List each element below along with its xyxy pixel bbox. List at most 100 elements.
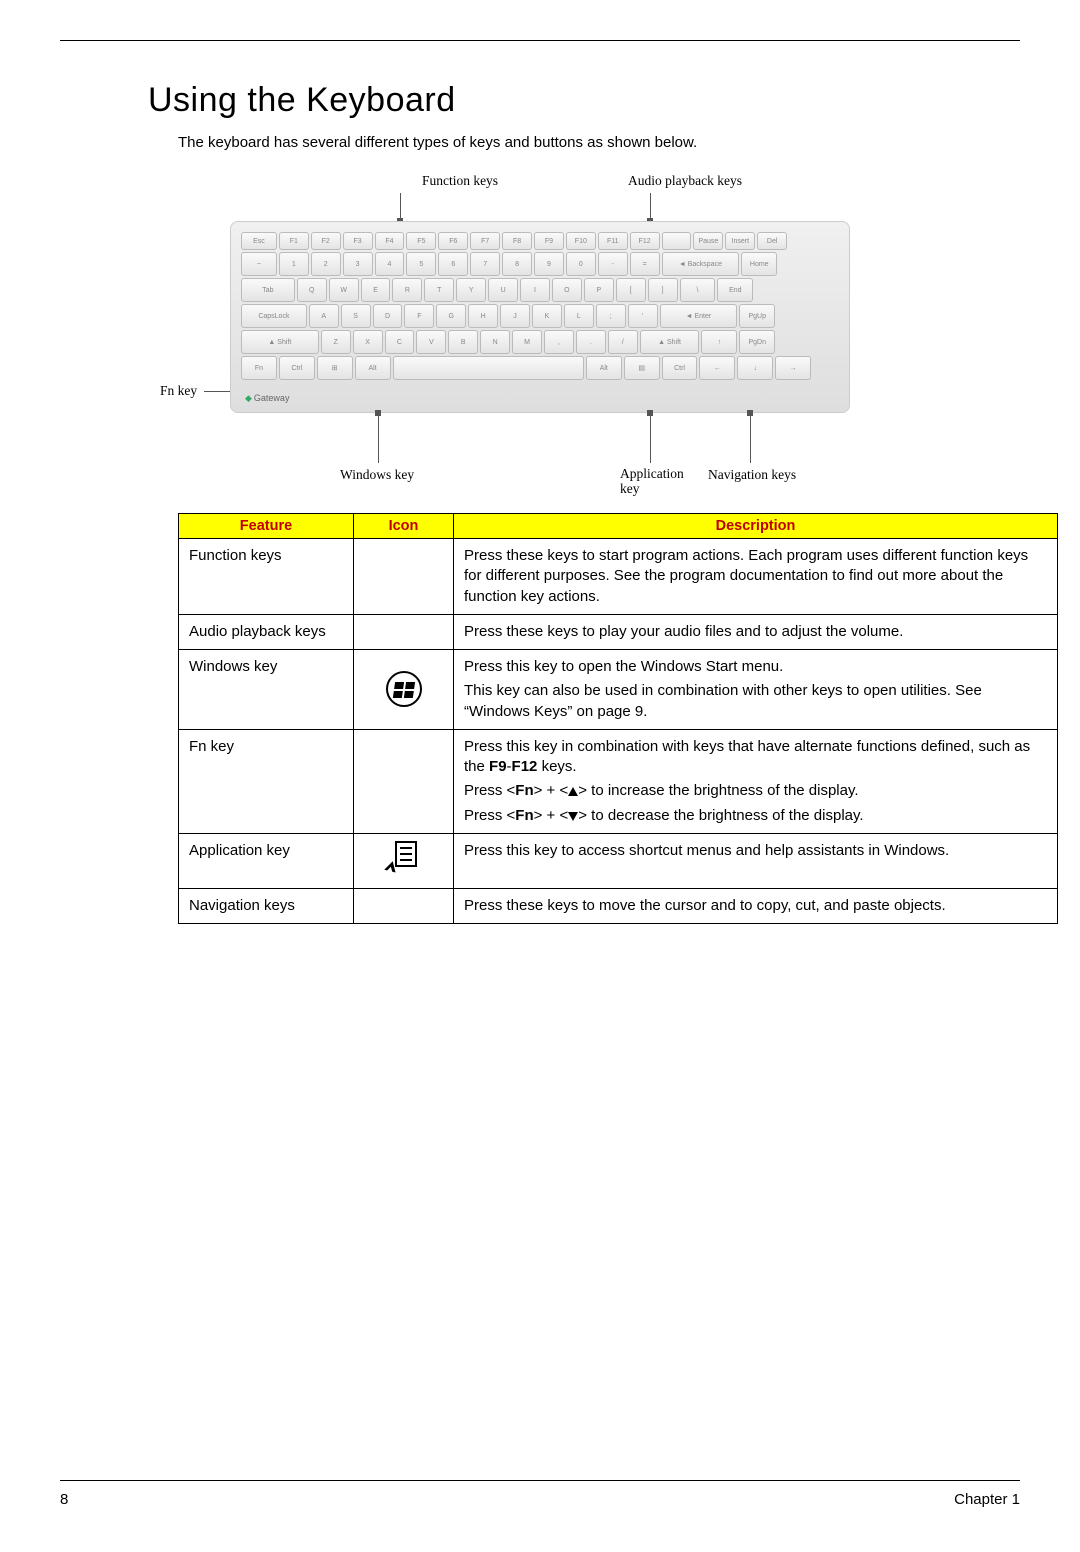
- key: 5: [406, 252, 436, 276]
- page-footer: 8 Chapter 1: [60, 1480, 1020, 1508]
- feature-cell: Fn key: [179, 729, 354, 833]
- key: Fn: [241, 356, 277, 380]
- key: I: [520, 278, 550, 302]
- feature-cell: Navigation keys: [179, 889, 354, 924]
- keyboard-body: EscF1F2F3F4F5F6F7F8F9F10F11F12PauseInser…: [230, 221, 850, 413]
- key: A: [309, 304, 339, 328]
- table-row: Fn key Press this key in combination with…: [179, 729, 1058, 833]
- key: 0: [566, 252, 596, 276]
- key: 1: [279, 252, 309, 276]
- key: F4: [375, 232, 405, 250]
- key: PgDn: [739, 330, 775, 354]
- diagram-labels-bottom: Windows key Applicationkey Navigation ke…: [230, 413, 850, 483]
- table-row: Audio playback keysPress these keys to p…: [179, 614, 1058, 649]
- key: ': [628, 304, 658, 328]
- key: ▤: [624, 356, 660, 380]
- th-feature: Feature: [179, 514, 354, 539]
- icon-cell: [354, 614, 454, 649]
- keyboard-diagram: Function keys Audio playback keys Fn key…: [230, 173, 850, 483]
- th-description: Description: [454, 514, 1058, 539]
- key: [393, 356, 584, 380]
- key: W: [329, 278, 359, 302]
- key: J: [500, 304, 530, 328]
- key: F6: [438, 232, 468, 250]
- key: C: [385, 330, 415, 354]
- key: ]: [648, 278, 678, 302]
- table-row: Function keysPress these keys to start p…: [179, 539, 1058, 615]
- key: F3: [343, 232, 373, 250]
- key: F9: [534, 232, 564, 250]
- icon-cell: [354, 650, 454, 730]
- table-row: Application key Press this key to access …: [179, 833, 1058, 888]
- key: O: [552, 278, 582, 302]
- keyboard-row: TabQWERTYUIOP[]\End: [241, 278, 839, 302]
- key: 9: [534, 252, 564, 276]
- icon-cell: [354, 889, 454, 924]
- key: G: [436, 304, 466, 328]
- feature-cell: Audio playback keys: [179, 614, 354, 649]
- table-row: Navigation keysPress these keys to move …: [179, 889, 1058, 924]
- table-row: Windows key Press this key to open the Wi…: [179, 650, 1058, 730]
- key: 7: [470, 252, 500, 276]
- key: X: [353, 330, 383, 354]
- key: Esc: [241, 232, 277, 250]
- keyboard-row: ~1234567890-=◄ BackspaceHome: [241, 252, 839, 276]
- key: Alt: [586, 356, 622, 380]
- description-cell: Press these keys to start program action…: [454, 539, 1058, 615]
- key: Home: [741, 252, 777, 276]
- key: →: [775, 356, 811, 380]
- feature-cell: Application key: [179, 833, 354, 888]
- key: [: [616, 278, 646, 302]
- description-cell: Press this key to access shortcut menus …: [454, 833, 1058, 888]
- keyboard-row: EscF1F2F3F4F5F6F7F8F9F10F11F12PauseInser…: [241, 232, 839, 250]
- key: N: [480, 330, 510, 354]
- key: F12: [630, 232, 660, 250]
- keyboard-row: CapsLockASDFGHJKL;'◄ EnterPgUp: [241, 304, 839, 328]
- key: Insert: [725, 232, 755, 250]
- key: R: [392, 278, 422, 302]
- description-cell: Press this key to open the Windows Start…: [454, 650, 1058, 730]
- key: Del: [757, 232, 787, 250]
- key: ~: [241, 252, 277, 276]
- intro-text: The keyboard has several different types…: [178, 134, 932, 151]
- key: ←: [699, 356, 735, 380]
- key: P: [584, 278, 614, 302]
- description-cell: Press this key in combination with keys …: [454, 729, 1058, 833]
- key: K: [532, 304, 562, 328]
- key: \: [680, 278, 716, 302]
- key: D: [373, 304, 403, 328]
- chapter-label: Chapter 1: [954, 1491, 1020, 1508]
- key: 4: [375, 252, 405, 276]
- key: F7: [470, 232, 500, 250]
- key: T: [424, 278, 454, 302]
- key: ⊞: [317, 356, 353, 380]
- feature-cell: Windows key: [179, 650, 354, 730]
- page-body: Using the Keyboard The keyboard has seve…: [60, 40, 1020, 964]
- label-audio-keys: Audio playback keys: [580, 173, 790, 189]
- key: .: [576, 330, 606, 354]
- key: U: [488, 278, 518, 302]
- key: F5: [406, 232, 436, 250]
- key: Ctrl: [279, 356, 315, 380]
- key: ↓: [737, 356, 773, 380]
- key: V: [416, 330, 446, 354]
- diagram-lines-top: [230, 193, 850, 221]
- page-number: 8: [60, 1491, 68, 1508]
- th-icon: Icon: [354, 514, 454, 539]
- key: [662, 232, 692, 250]
- key: M: [512, 330, 542, 354]
- key: ◄ Backspace: [662, 252, 740, 276]
- key: 8: [502, 252, 532, 276]
- key: B: [448, 330, 478, 354]
- icon-cell: [354, 539, 454, 615]
- keyboard-row: ▲ ShiftZXCVBNM,./▲ Shift↑PgDn: [241, 330, 839, 354]
- key: Ctrl: [662, 356, 698, 380]
- label-application-key: Applicationkey: [620, 467, 684, 497]
- key: ◄ Enter: [660, 304, 738, 328]
- key: F8: [502, 232, 532, 250]
- icon-cell: [354, 729, 454, 833]
- key: F1: [279, 232, 309, 250]
- key: 3: [343, 252, 373, 276]
- page-title: Using the Keyboard: [148, 81, 932, 120]
- key: ;: [596, 304, 626, 328]
